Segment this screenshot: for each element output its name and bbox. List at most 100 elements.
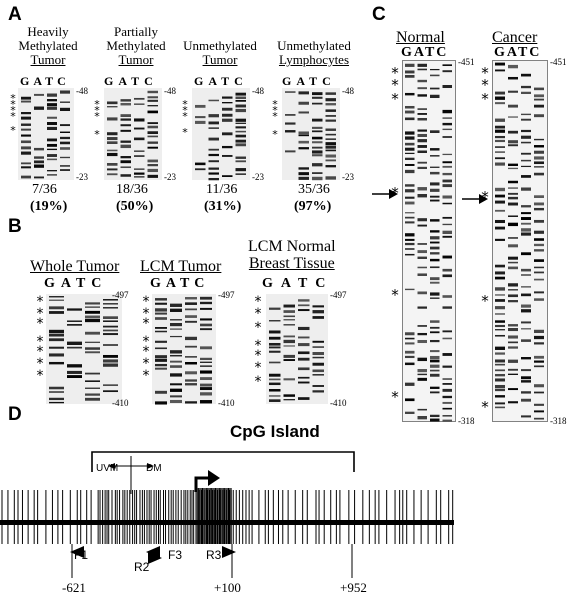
gel-band (442, 153, 452, 156)
gel-band (495, 388, 505, 392)
gel-band (405, 131, 415, 135)
gel-band (417, 339, 427, 344)
gel-band (417, 218, 427, 222)
gel-band (134, 168, 145, 170)
gel-band (508, 346, 518, 349)
gel-band (298, 304, 310, 307)
gel-band (134, 176, 145, 178)
gel-band (120, 140, 131, 143)
gel-band (534, 94, 544, 98)
gel-band (47, 154, 57, 157)
gel-band (495, 187, 505, 192)
gel-band (534, 104, 544, 108)
methylated-cpg-star-icon: * (10, 98, 16, 111)
gel-band (442, 353, 452, 356)
gel-band (442, 136, 452, 138)
gel-band (312, 154, 323, 157)
gel-band (222, 102, 233, 104)
gel-band (147, 159, 158, 163)
gel-band (208, 160, 219, 163)
gel-band (534, 384, 544, 388)
gel-a3-fraction: 11/36 (206, 182, 238, 197)
gel-band (495, 102, 505, 105)
gel-band (405, 216, 415, 219)
gel-band (283, 319, 295, 321)
gel-c1-arrow-icon (372, 189, 398, 199)
gel-a1-top-tick: -48 (76, 86, 88, 96)
gel-band (60, 124, 70, 127)
gel-band (185, 371, 197, 375)
gel-band (120, 174, 131, 177)
gel-band (495, 346, 505, 350)
gel-band (442, 216, 452, 219)
gel-band (417, 332, 427, 336)
methylated-cpg-star-icon: * (182, 126, 188, 139)
gel-band (405, 163, 415, 166)
gel-band (208, 137, 219, 141)
gel-band (508, 388, 518, 391)
gel-band (49, 397, 64, 401)
gel-band (508, 140, 518, 144)
gel-band (269, 382, 281, 386)
gel-a2: **** (94, 88, 162, 180)
gel-band (325, 119, 336, 122)
gel-band (495, 157, 505, 160)
gel-band (534, 249, 544, 252)
gel-band (147, 99, 158, 102)
gel-band (285, 122, 296, 125)
gel-band (430, 418, 440, 422)
gel-band (312, 118, 323, 122)
gel-band (103, 359, 118, 363)
gel-band (67, 323, 82, 326)
gel-band (521, 141, 531, 144)
gel-band (85, 341, 100, 344)
gel-b2-bottom-tick: -410 (218, 398, 235, 408)
gel-band (107, 149, 118, 152)
gel-band (107, 168, 118, 171)
gel-band (508, 256, 518, 260)
gel-band (495, 378, 505, 382)
gel-band (147, 135, 158, 138)
gel-band (534, 259, 544, 262)
gel-band (521, 73, 531, 77)
gel-band (534, 219, 544, 223)
gel-band (283, 339, 295, 344)
gel-band (521, 91, 531, 95)
gel-band (21, 162, 31, 165)
gel-band (47, 174, 57, 176)
gel-band (534, 161, 544, 165)
gel-band (508, 261, 518, 264)
gel-band (298, 309, 310, 312)
gel-band (298, 167, 309, 170)
gel-band (185, 302, 197, 305)
gel-band (103, 299, 118, 301)
gel-band (325, 142, 336, 146)
gel-band (235, 156, 246, 159)
gel-band (34, 164, 44, 168)
gel-band (222, 154, 233, 157)
gel-band (521, 415, 531, 418)
gel-band (155, 347, 167, 350)
primer-r2-arrow-icon (148, 552, 162, 564)
gel-band (508, 237, 518, 239)
gel-band (417, 266, 427, 269)
gel-band (298, 381, 310, 384)
gel-band (85, 318, 100, 323)
gel-band (442, 274, 452, 278)
gel-band (405, 75, 415, 78)
gel-band (283, 399, 295, 401)
panel-a-letter: A (8, 4, 22, 25)
methylated-cpg-star-icon: * (10, 124, 16, 137)
gel-a1-title: Heavily Methylated Tumor (18, 24, 78, 67)
gel-band (405, 411, 415, 414)
methylated-cpg-star-icon: * (94, 128, 100, 141)
gel-band (21, 140, 31, 144)
gel-band (417, 194, 427, 198)
gel-a4-top-tick: -48 (342, 86, 354, 96)
gel-band (269, 395, 281, 397)
gel-band (21, 128, 31, 131)
gel-band (405, 169, 415, 174)
gel-band (405, 136, 415, 140)
gel-band (325, 176, 336, 180)
gel-band (134, 97, 145, 100)
